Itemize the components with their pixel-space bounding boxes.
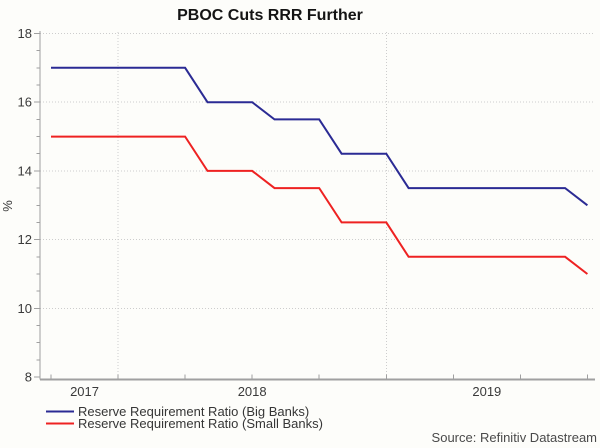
legend-label-big-banks: Reserve Requirement Ratio (Big Banks) [78, 404, 309, 419]
series-line-small-banks [51, 135, 589, 275]
gridlines [40, 32, 595, 380]
y-tick-label: 8 [25, 370, 32, 385]
series-lines [51, 66, 589, 275]
y-axis-unit-label: % [0, 200, 15, 212]
x-year-label: 2019 [472, 384, 501, 399]
tick-labels: 8 10 12 14 16 18 2017 2018 2019 [18, 26, 502, 399]
legend-label-small-banks: Reserve Requirement Ratio (Small Banks) [78, 416, 323, 431]
chart-title: PBOC Cuts RRR Further [177, 7, 363, 24]
x-year-label: 2018 [238, 384, 267, 399]
x-year-label: 2017 [70, 384, 99, 399]
y-tick-label: 18 [18, 26, 32, 41]
series-line-big-banks [51, 66, 589, 207]
y-tick-label: 10 [18, 301, 32, 316]
axes [34, 31, 595, 381]
y-tick-label: 14 [18, 163, 32, 178]
y-tick-label: 16 [18, 95, 32, 110]
source-note: Source: Refinitiv Datastream [432, 430, 597, 445]
legend: Reserve Requirement Ratio (Big Banks) Re… [46, 404, 323, 431]
y-tick-label: 12 [18, 232, 32, 247]
